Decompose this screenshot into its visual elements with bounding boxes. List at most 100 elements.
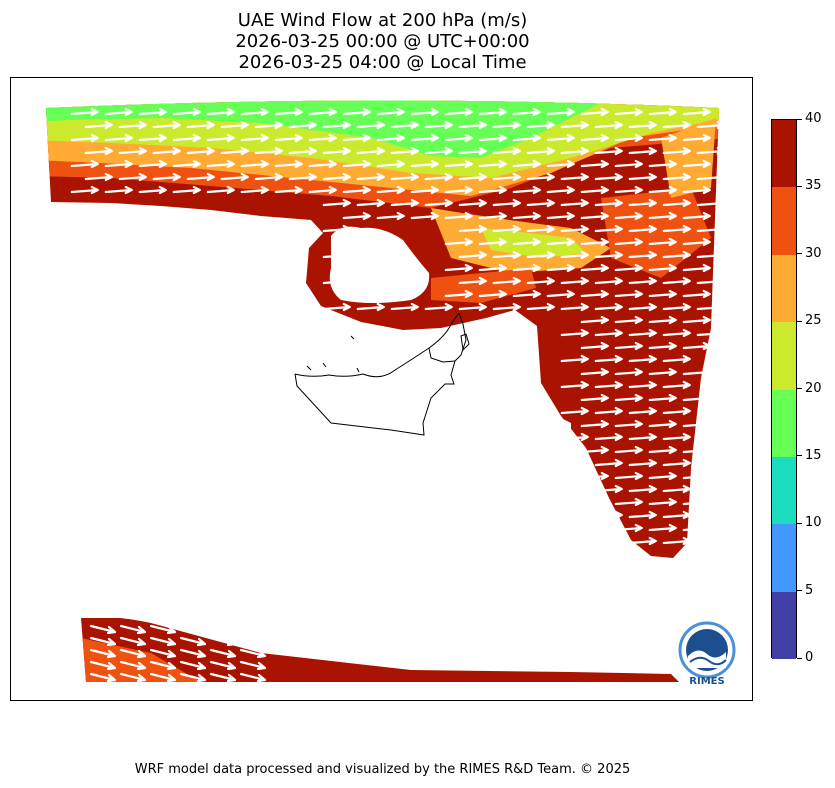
wind-arrow [546,289,575,299]
wind-arrow [512,237,541,247]
wind-arrow [89,648,117,659]
wind-arrow [84,120,113,130]
wind-arrow [410,159,439,169]
wind-arrow [662,250,691,260]
wind-arrow [580,315,609,325]
wind-arrow [614,107,643,117]
wind-arrow [179,660,207,671]
wind-arrow [149,672,177,683]
wind-arrow [458,198,487,208]
wind-arrow [526,146,555,156]
wind-arrow [662,458,691,468]
wind-arrow [560,146,589,156]
wind-arrow [308,185,337,195]
wind-arrow [662,198,691,208]
wind-arrow [274,107,303,117]
wind-arrow [356,120,385,130]
map-title-line1: UAE Wind Flow at 200 hPa (m/s) [237,10,528,31]
colorbar-tick [797,253,802,255]
wind-arrow [308,159,337,169]
wind-arrow [390,120,419,130]
wind-arrow [209,648,237,659]
wind-arrow [209,624,237,635]
colorbar-tick-label: 5 [805,582,814,598]
wind-arrow [288,172,317,182]
wind-arrow [662,406,691,416]
wind-arrow [342,211,371,221]
wind-arrow [628,380,657,390]
wind-arrow [239,636,267,647]
wind-arrow [492,120,521,130]
wind-arrow [376,211,405,221]
wind-arrow [512,159,541,169]
wind-arrow [580,393,609,403]
colorbar-tick-label: 30 [805,245,822,261]
wind-arrow [492,198,521,208]
wind-arrow [662,432,691,442]
wind-arrow [240,133,269,143]
wind-arrow [614,523,643,533]
wind-arrow [152,146,181,156]
wind-arrow [220,146,249,156]
wind-arrow [444,159,473,169]
wind-arrow [209,672,237,683]
wind-arrow [492,276,521,286]
wind-arrow [239,648,267,659]
wind-arrow [594,276,623,286]
wind-arrow [410,185,439,195]
wind-arrow [648,341,677,351]
wind-arrow [614,419,643,429]
wind-arrow [492,224,521,234]
wind-arrow [560,536,589,546]
wind-arrow [696,120,725,130]
wind-arrow [376,133,405,143]
wind-arrow [152,120,181,130]
wind-arrow [458,250,487,260]
wind-speed-field-south [81,616,679,682]
wind-arrow [356,172,385,182]
colorbar-tick-label: 10 [805,515,822,531]
wind-arrow [560,276,589,286]
colorbar-band [772,322,796,390]
wind-arrow [104,185,133,195]
wind-arrow [560,354,589,364]
wind-arrow [628,458,657,468]
wind-arrow [648,393,677,403]
wind-arrow [70,133,99,143]
wind-arrow [89,624,117,635]
wind-arrow [458,172,487,182]
wind-arrow [614,237,643,247]
wind-arrow [322,146,351,156]
wind-arrow [240,107,269,117]
wind-arrow [648,289,677,299]
wind-arrow [648,211,677,221]
wind-arrow [424,302,453,312]
wind-arrow [614,133,643,143]
wind-arrow [560,380,589,390]
wind-arrow [152,172,181,182]
colorbar-band [772,187,796,255]
wind-arrow [546,159,575,169]
wind-arrow [84,172,113,182]
wind-arrow [560,432,589,442]
wind-arrow [119,636,147,647]
wind-arrow [628,224,657,234]
wind-arrow [444,263,473,273]
wind-arrow [614,289,643,299]
wind-arrow [138,107,167,117]
wind-arrow [478,237,507,247]
wind-arrow [594,328,623,338]
wind-arrow [580,159,609,169]
wind-arrow [322,224,351,234]
wind-arrow [458,224,487,234]
wind-arrow [239,672,267,683]
wind-arrow [322,302,351,312]
wind-arrow [628,510,657,520]
wind-arrow [186,146,215,156]
wind-arrow [614,211,643,221]
wind-arrow [560,484,589,494]
wind-arrow [546,263,575,273]
wind-arrow [682,289,711,299]
wind-arrow [682,393,711,403]
wind-arrow [628,198,657,208]
